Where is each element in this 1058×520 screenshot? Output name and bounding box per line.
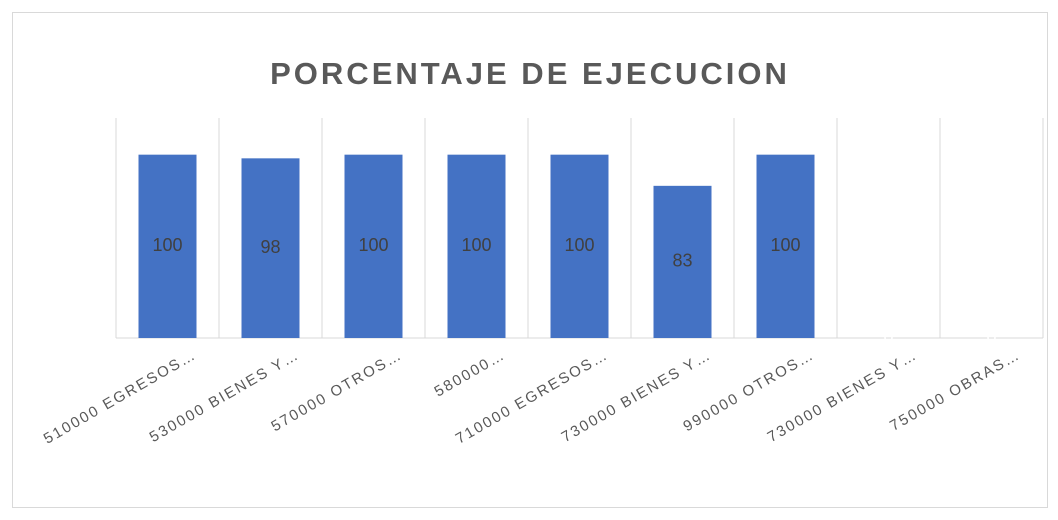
data-label: 83 bbox=[672, 251, 692, 271]
data-label: 0 bbox=[986, 327, 996, 347]
data-label: 98 bbox=[260, 237, 280, 257]
bar bbox=[344, 154, 403, 338]
chart-title: PORCENTAJE DE EJECUCION bbox=[270, 56, 790, 91]
bar bbox=[550, 154, 609, 338]
bar bbox=[138, 154, 197, 338]
bar bbox=[653, 185, 712, 338]
data-label: 100 bbox=[358, 235, 388, 255]
data-label: 100 bbox=[770, 235, 800, 255]
data-label: 100 bbox=[461, 235, 491, 255]
data-label: 100 bbox=[152, 235, 182, 255]
bar bbox=[241, 158, 300, 338]
data-label: 0 bbox=[883, 327, 893, 347]
data-label: 100 bbox=[564, 235, 594, 255]
bar bbox=[756, 154, 815, 338]
bar bbox=[447, 154, 506, 338]
